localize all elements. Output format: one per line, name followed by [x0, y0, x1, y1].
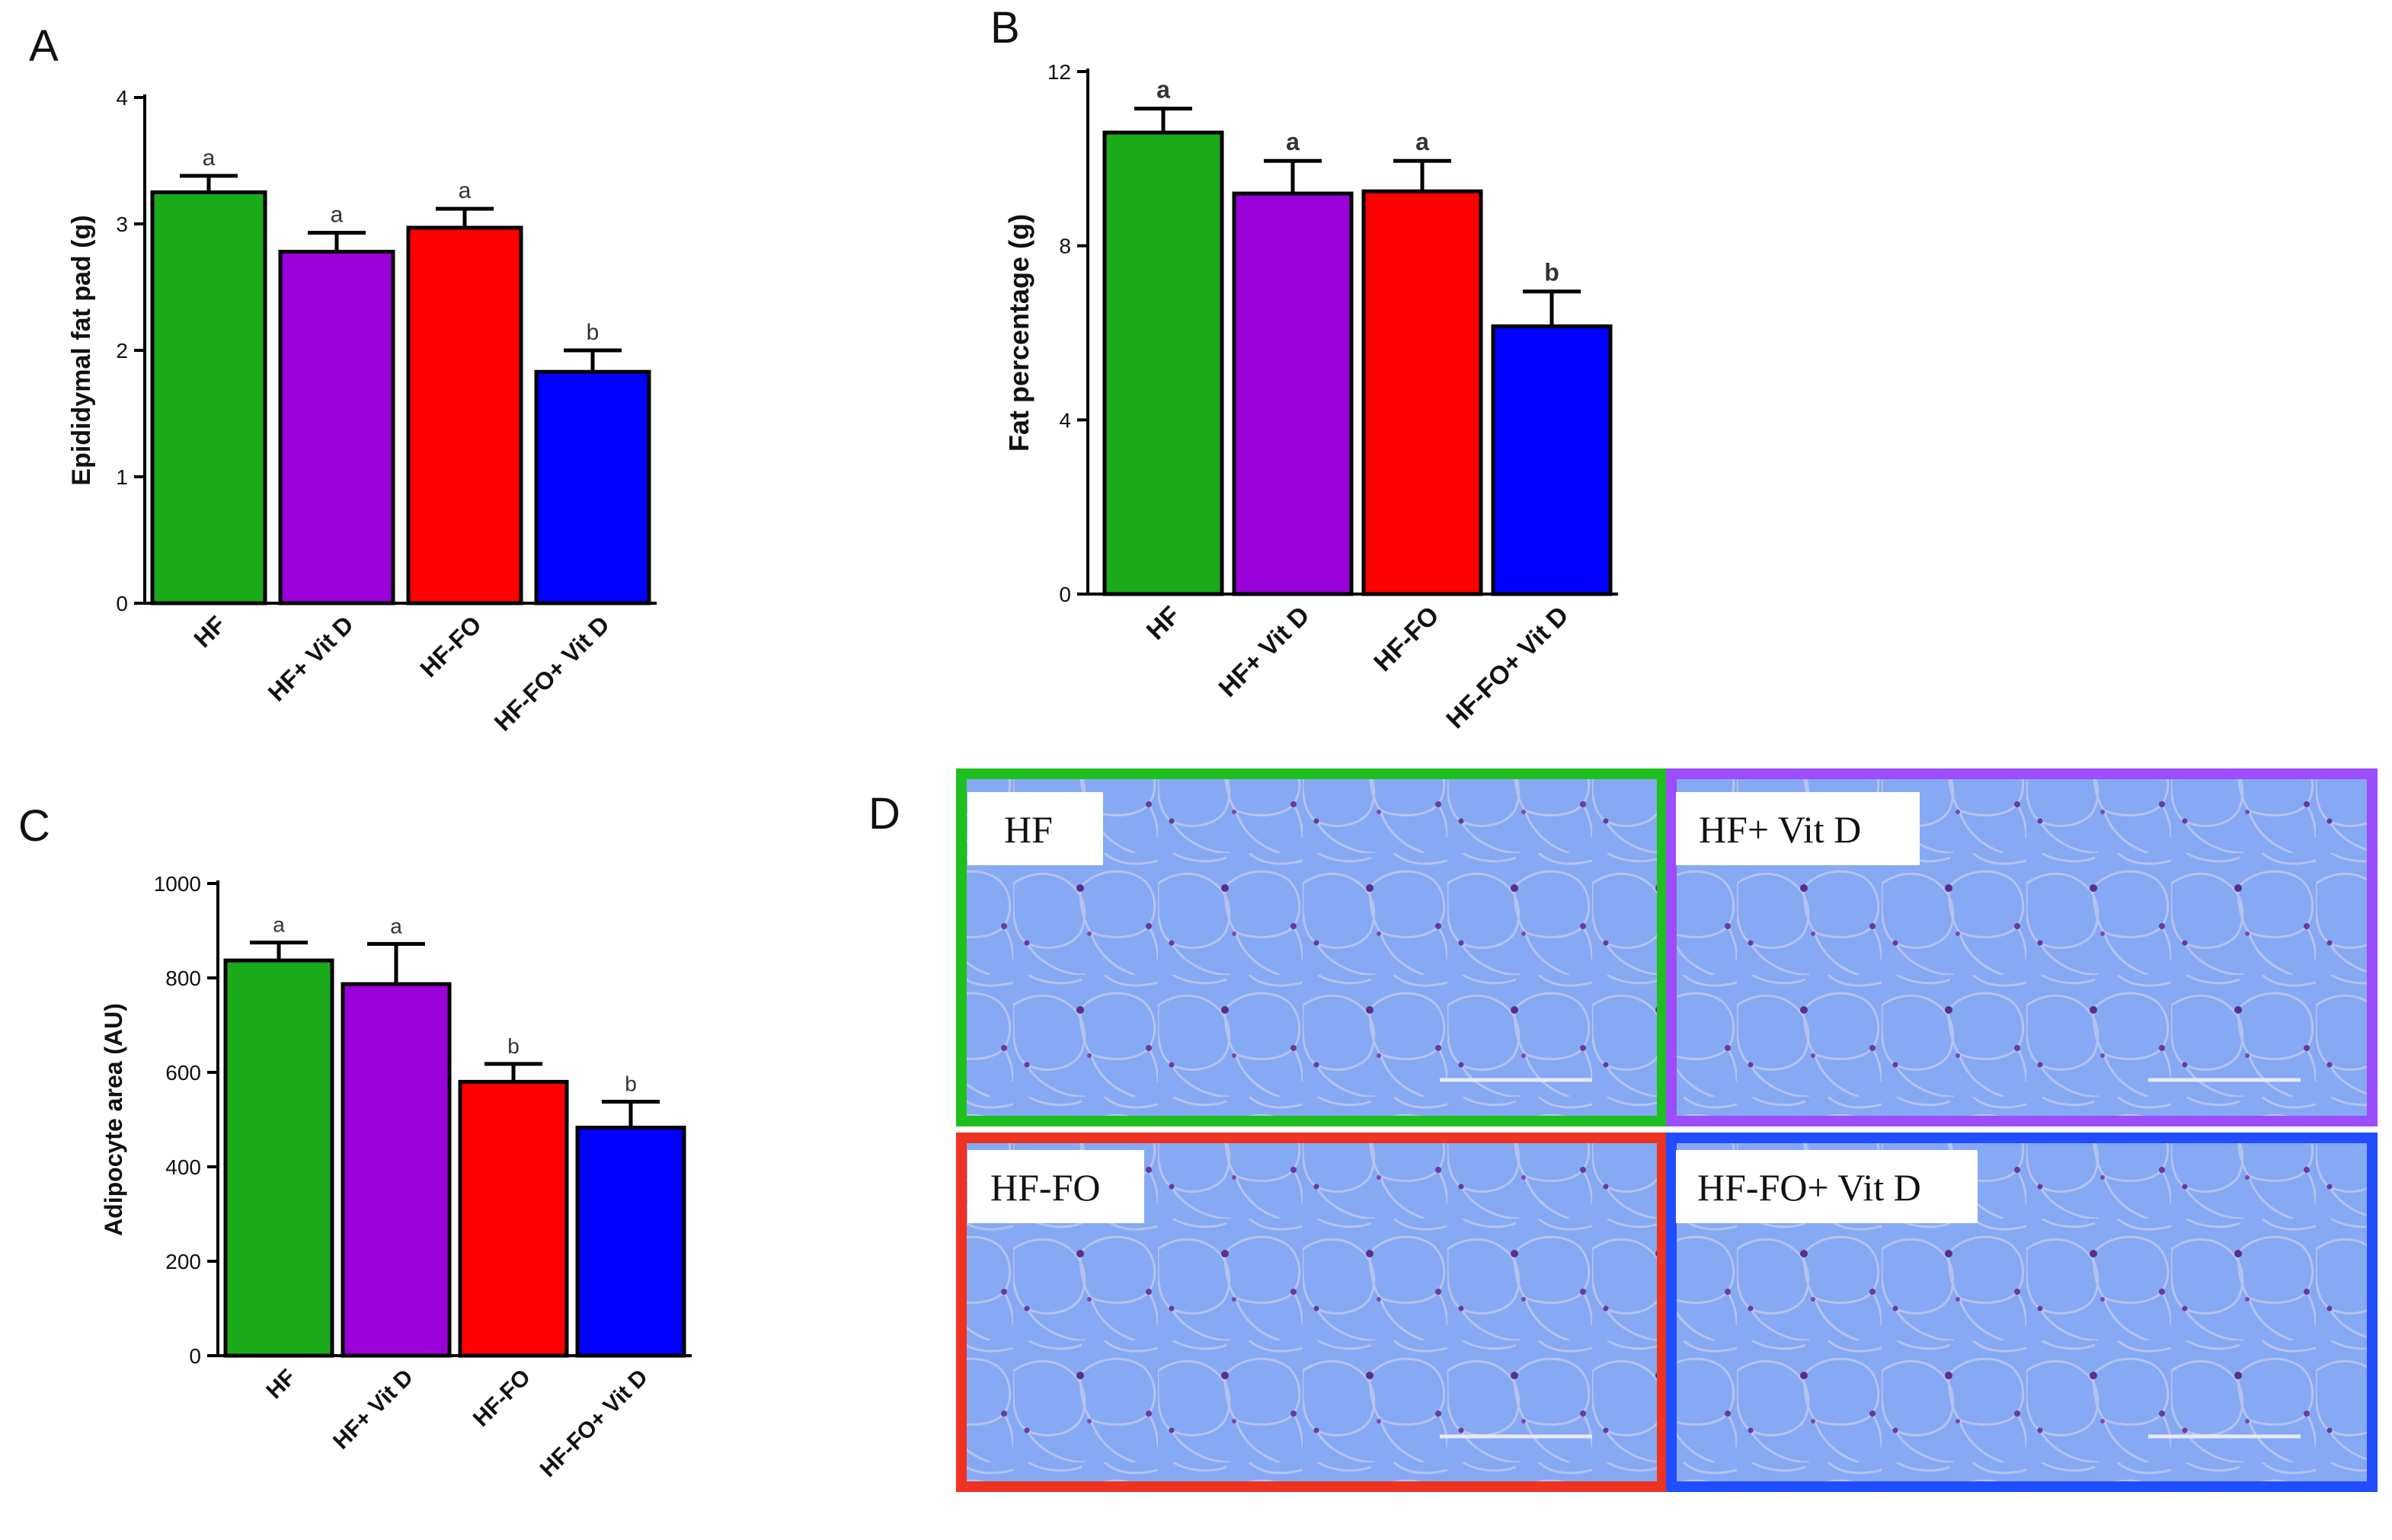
bar [1491, 324, 1613, 596]
micrograph-label: HF [1004, 808, 1053, 851]
bar [1102, 130, 1224, 596]
y-tick-label: 12 [1047, 60, 1071, 84]
micrograph-label: HF-FO [990, 1166, 1100, 1209]
y-tick-label: 400 [165, 1155, 201, 1179]
chart-b: a HF a HF+ Vit D a HF-FO b HF-FO+ Vit D 0 4 8 12 Fat… [1003, 60, 1618, 734]
micrograph-label-box [1676, 792, 1920, 865]
significance-label: a [331, 203, 344, 228]
bar [406, 225, 523, 605]
bar [1361, 189, 1483, 596]
micrograph-label: HF-FO+ Vit D [1697, 1166, 1921, 1209]
x-tick-label: HF-FO+ Vit D [489, 610, 615, 736]
bar [341, 982, 452, 1358]
x-tick-label: HF-FO+ Vit D [1441, 601, 1574, 734]
y-tick-label: 2 [116, 339, 128, 363]
bar [1232, 191, 1354, 596]
micrograph-label: HF+ Vit D [1699, 808, 1861, 851]
significance-label: a [1156, 76, 1170, 104]
significance-label: a [203, 145, 216, 171]
y-axis-title: Fat percentage (g) [1003, 214, 1035, 452]
panel-label-a: A [29, 21, 59, 71]
significance-label: a [390, 914, 402, 938]
micrograph-label-box [967, 1150, 1144, 1223]
bar [575, 1126, 686, 1358]
x-tick-label: HF-FO [468, 1365, 536, 1432]
y-tick-label: 3 [116, 212, 128, 236]
y-tick-label: 4 [1059, 408, 1071, 432]
micrograph-panel: HF HF+ Vit D HF-FO HF-FO+ Vit D [956, 768, 2378, 1492]
bar [223, 958, 334, 1358]
significance-label: a [459, 178, 472, 203]
y-axis-title: Adipocyte area (AU) [100, 1003, 127, 1236]
significance-label: b [507, 1034, 520, 1058]
bar [150, 190, 267, 605]
x-tick-label: HF+ Vit D [263, 610, 359, 706]
micrograph-hf-fo-vit-d: HF-FO+ Vit D [1666, 1133, 2378, 1492]
significance-label: a [273, 913, 285, 937]
y-tick-label: 0 [189, 1344, 201, 1368]
x-tick-label: HF-FO [1368, 601, 1444, 677]
significance-label: b [587, 320, 600, 345]
significance-label: a [1415, 128, 1429, 155]
chart-a: a HF a HF+ Vit D a HF-FO b HF-FO+ Vit D 0 1 2 3 4 Epi… [67, 86, 657, 736]
x-tick-label: HF-FO [414, 610, 487, 682]
x-tick-label: HF [1141, 601, 1186, 646]
y-tick-label: 1 [116, 465, 128, 489]
x-tick-label: HF+ Vit D [328, 1365, 418, 1455]
micrograph-label-box [967, 792, 1103, 865]
x-tick-label: HF+ Vit D [1214, 601, 1316, 703]
y-tick-label: 600 [165, 1061, 201, 1085]
y-tick-label: 8 [1059, 235, 1071, 258]
micrograph-hf: HF [956, 768, 1668, 1126]
y-tick-label: 800 [165, 966, 201, 990]
y-tick-label: 0 [1059, 583, 1071, 606]
y-tick-label: 1000 [154, 872, 201, 896]
x-tick-label: HF [261, 1365, 301, 1404]
panel-label-d: D [868, 789, 900, 839]
bar [534, 369, 651, 605]
bar [458, 1079, 569, 1358]
chart-c: a HF a HF+ Vit D b HF-FO b HF-FO+ Vit D 0 200 400 6… [100, 872, 692, 1482]
significance-label: a [1286, 128, 1300, 155]
y-axis-title: Epididymal fat pad (g) [67, 215, 96, 485]
bar [278, 250, 395, 605]
micrograph-hf-fo: HF-FO [956, 1133, 1668, 1492]
y-tick-label: 0 [116, 592, 128, 615]
panel-label-c: C [18, 801, 50, 851]
significance-label: b [625, 1072, 637, 1095]
x-tick-label: HF-FO+ Vit D [536, 1365, 653, 1482]
micrograph-label-box [1676, 1150, 1978, 1223]
x-tick-label: HF [188, 610, 231, 653]
y-tick-label: 4 [116, 86, 128, 110]
panel-label-b: B [990, 3, 1020, 53]
significance-label: b [1544, 259, 1559, 286]
y-tick-label: 200 [165, 1250, 201, 1273]
micrograph-hf-vit-d: HF+ Vit D [1666, 768, 2378, 1126]
